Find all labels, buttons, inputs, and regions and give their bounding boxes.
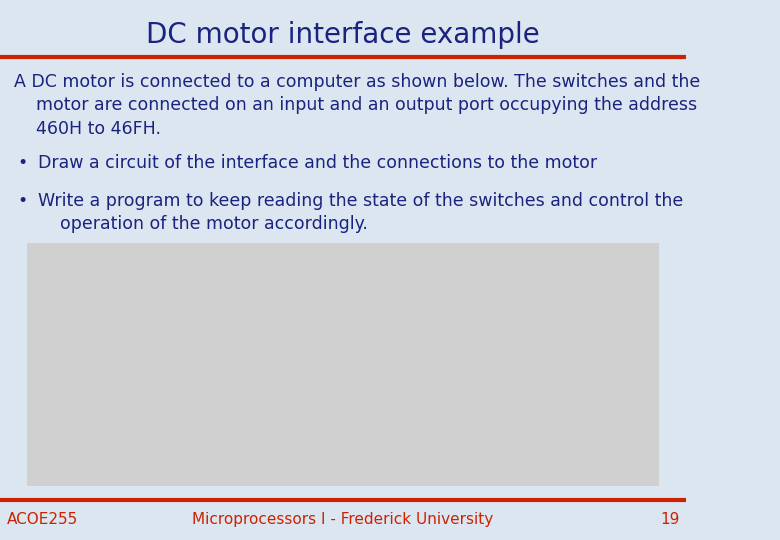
Text: •: • bbox=[17, 154, 27, 172]
FancyBboxPatch shape bbox=[27, 243, 659, 486]
Text: 19: 19 bbox=[660, 512, 679, 527]
Text: Microprocessors I - Frederick University: Microprocessors I - Frederick University bbox=[193, 512, 494, 527]
Text: ACOE255: ACOE255 bbox=[7, 512, 78, 527]
Text: DC motor interface example: DC motor interface example bbox=[146, 21, 540, 49]
Text: A DC motor is connected to a computer as shown below. The switches and the
    m: A DC motor is connected to a computer as… bbox=[14, 73, 700, 138]
Text: •: • bbox=[17, 192, 27, 210]
Text: Write a program to keep reading the state of the switches and control the
    op: Write a program to keep reading the stat… bbox=[37, 192, 683, 233]
Text: Draw a circuit of the interface and the connections to the motor: Draw a circuit of the interface and the … bbox=[37, 154, 597, 172]
